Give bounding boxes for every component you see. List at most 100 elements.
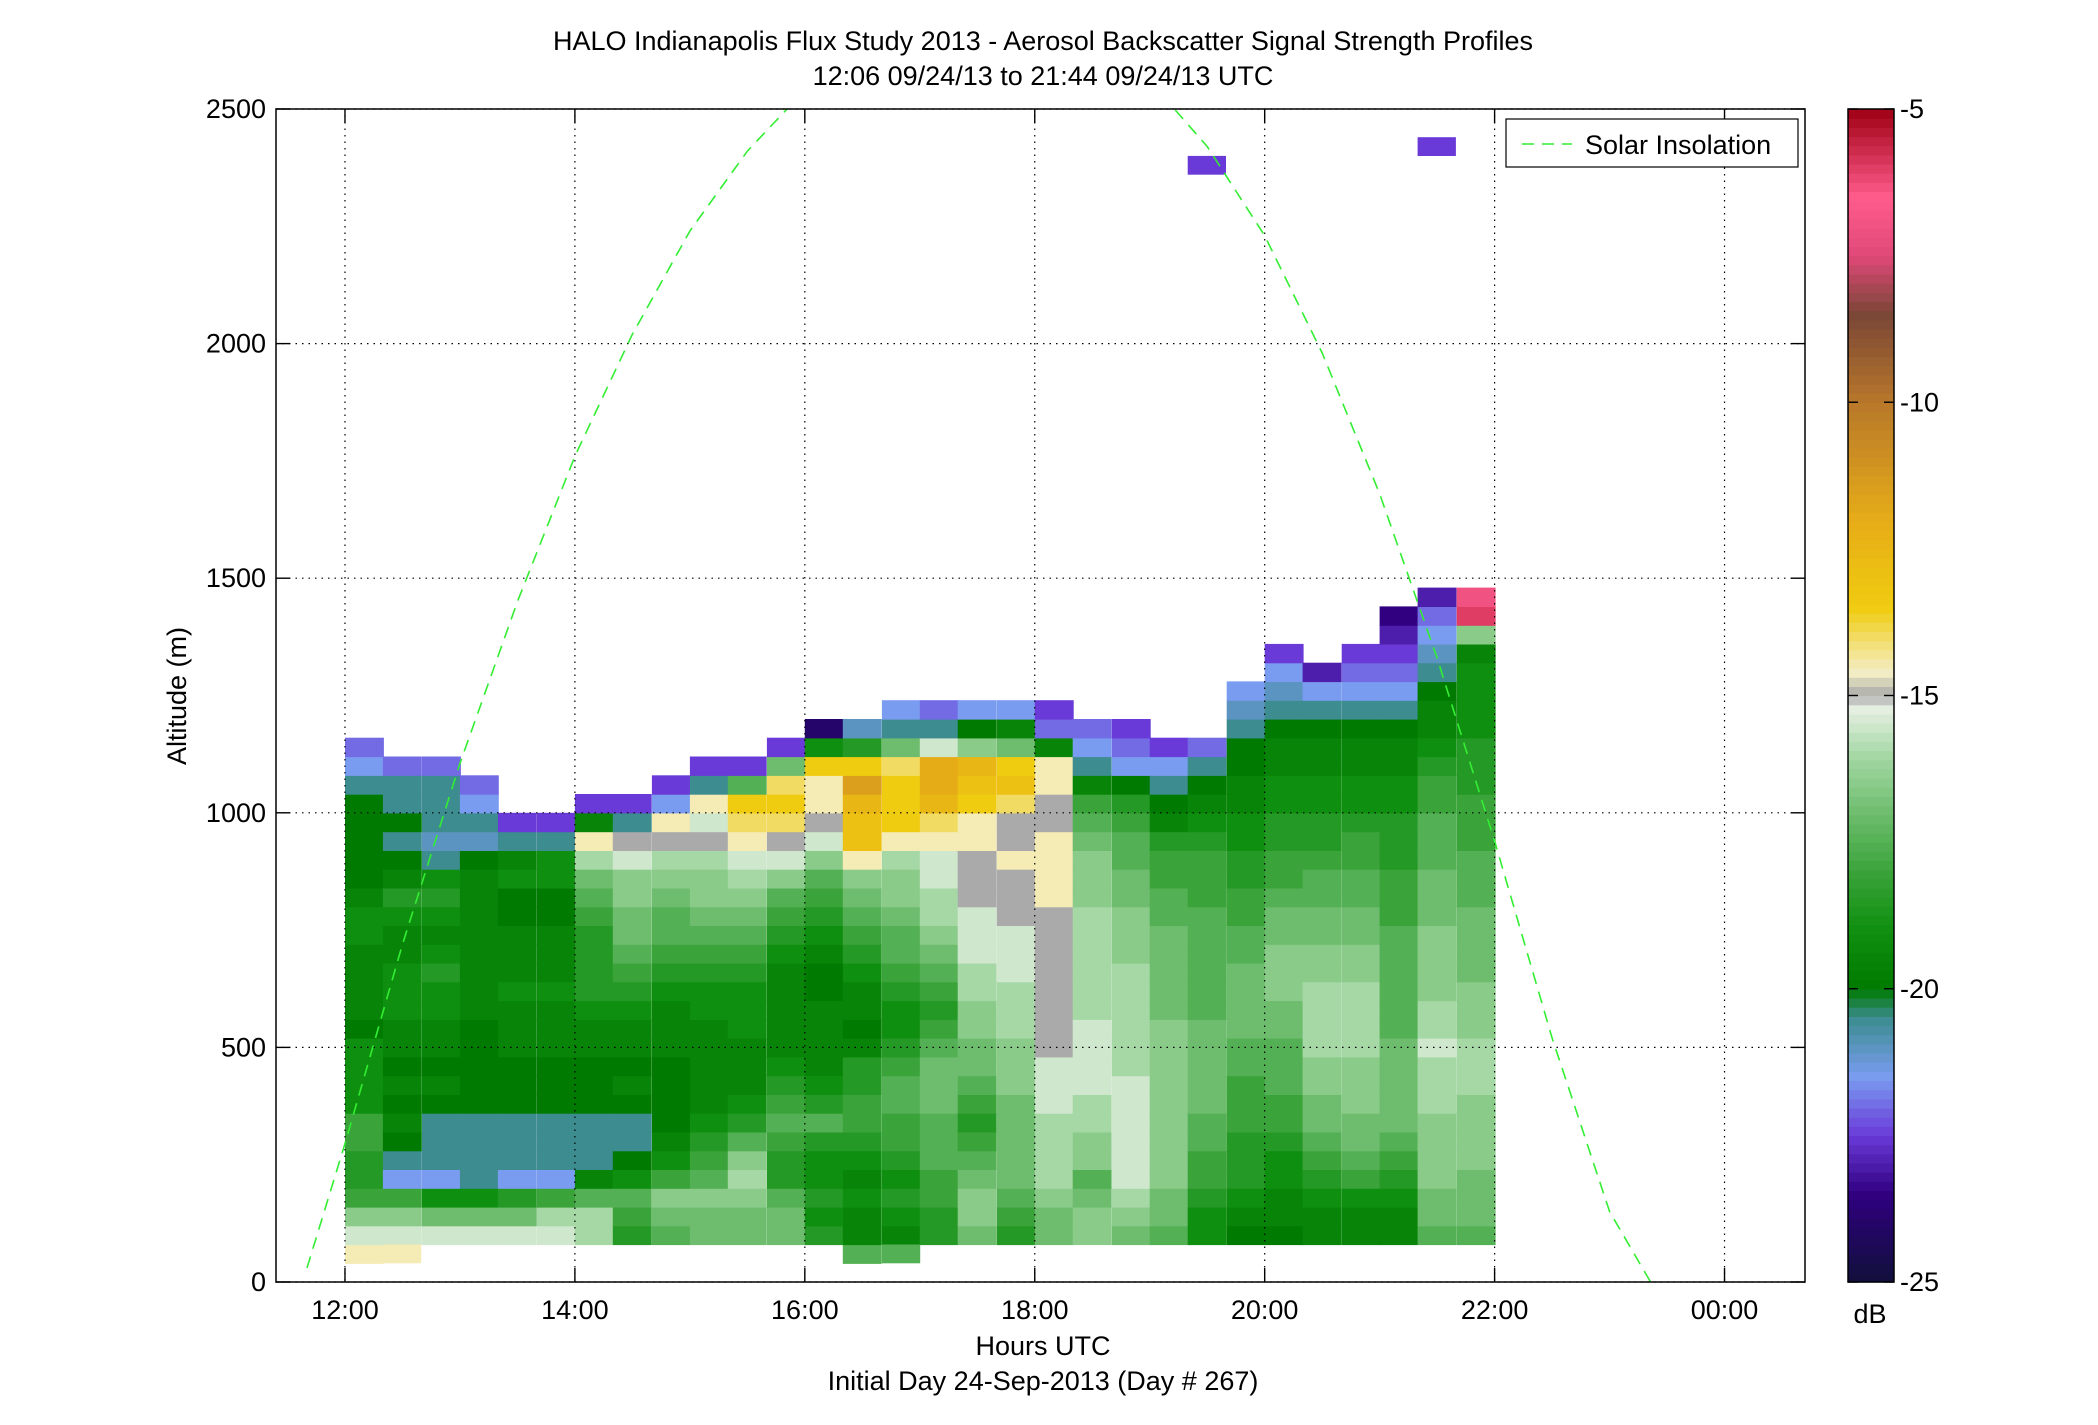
heatmap-cell bbox=[1417, 662, 1457, 683]
heatmap-cell bbox=[574, 1000, 614, 1020]
heatmap-cell bbox=[1417, 775, 1457, 795]
colorbar-segment bbox=[1848, 796, 1894, 807]
heatmap-cell bbox=[727, 944, 767, 964]
heatmap-cell bbox=[574, 1225, 614, 1246]
heatmap-cell bbox=[345, 962, 384, 983]
heatmap-cell bbox=[804, 925, 844, 945]
heatmap-cell bbox=[689, 756, 729, 776]
heatmap-cell bbox=[1226, 869, 1266, 889]
heatmap-cell bbox=[1072, 887, 1112, 908]
heatmap-cell bbox=[842, 1169, 882, 1189]
heatmap-cell bbox=[1226, 756, 1266, 776]
heatmap-cell bbox=[689, 925, 729, 945]
heatmap-cell bbox=[1187, 1131, 1227, 1152]
heatmap-cell bbox=[422, 1150, 461, 1170]
heatmap-cell bbox=[345, 981, 384, 1002]
heatmap-cell bbox=[689, 812, 729, 833]
heatmap-cell bbox=[1379, 1019, 1419, 1039]
heatmap-cell bbox=[1226, 1150, 1266, 1170]
heatmap-cell bbox=[1379, 1206, 1419, 1227]
heatmap-cell bbox=[497, 1169, 537, 1189]
heatmap-cell bbox=[727, 831, 767, 851]
colorbar-segment bbox=[1848, 539, 1894, 550]
heatmap-cell bbox=[459, 794, 499, 814]
heatmap-cell bbox=[1417, 906, 1457, 926]
heatmap-cell bbox=[727, 869, 767, 889]
heatmap-cell bbox=[881, 906, 921, 926]
heatmap-cell bbox=[1417, 981, 1457, 1002]
heatmap-cell bbox=[382, 1131, 422, 1152]
heatmap-cell bbox=[497, 850, 537, 870]
heatmap-cell bbox=[957, 925, 997, 945]
heatmap-cell bbox=[766, 1150, 806, 1170]
colorbar-segment bbox=[1848, 723, 1894, 733]
heatmap-cell bbox=[727, 925, 767, 945]
heatmap-cell bbox=[537, 981, 576, 1002]
heatmap-cell bbox=[422, 887, 461, 908]
colorbar-gradient bbox=[1848, 109, 1894, 1283]
heatmap-cell bbox=[996, 737, 1036, 758]
heatmap-cell bbox=[382, 887, 422, 908]
heatmap-cell bbox=[1226, 1056, 1266, 1077]
heatmap-cell bbox=[345, 1094, 384, 1114]
heatmap-cell bbox=[1379, 831, 1419, 851]
colorbar-segment bbox=[1848, 878, 1894, 889]
heatmap-cell bbox=[919, 906, 959, 926]
heatmap-cell bbox=[1302, 869, 1342, 889]
heatmap-cell bbox=[689, 1131, 729, 1152]
heatmap-cell bbox=[1341, 1188, 1381, 1208]
heatmap-cell bbox=[1226, 887, 1266, 908]
heatmap-cell bbox=[1226, 1113, 1266, 1133]
colorbar-segment bbox=[1848, 338, 1894, 348]
heatmap-cell bbox=[1149, 1019, 1189, 1039]
heatmap-cell bbox=[1072, 1056, 1112, 1077]
x-tick-label: 20:00 bbox=[1231, 1295, 1299, 1325]
colorbar-segment bbox=[1848, 585, 1894, 596]
heatmap-cell bbox=[804, 1113, 844, 1133]
heatmap-cell bbox=[689, 1206, 729, 1227]
heatmap-cell bbox=[497, 906, 537, 926]
heatmap-cell bbox=[727, 775, 767, 795]
heatmap-cell bbox=[996, 1038, 1036, 1058]
heatmap-cell bbox=[804, 737, 844, 758]
heatmap-cell bbox=[1034, 700, 1074, 720]
heatmap-cell bbox=[1149, 775, 1189, 795]
colorbar-segment bbox=[1848, 402, 1894, 413]
heatmap-cell bbox=[382, 850, 422, 870]
heatmap-cell bbox=[1341, 1113, 1381, 1133]
heatmap-cell bbox=[574, 850, 614, 870]
heatmap-cell bbox=[574, 794, 614, 814]
heatmap-cell bbox=[1187, 756, 1227, 776]
heatmap-cell bbox=[1187, 869, 1227, 889]
heatmap-cell bbox=[1417, 587, 1457, 607]
heatmap-cell bbox=[1111, 831, 1151, 851]
heatmap-cell bbox=[382, 906, 422, 926]
heatmap-cell bbox=[996, 756, 1036, 776]
heatmap-cell bbox=[1187, 1150, 1227, 1170]
heatmap-cell bbox=[1302, 1038, 1342, 1058]
heatmap-cell bbox=[651, 1150, 691, 1170]
heatmap-cell bbox=[422, 944, 461, 964]
heatmap-cell bbox=[804, 887, 844, 908]
heatmap-cell bbox=[459, 1038, 499, 1058]
heatmap-cell bbox=[574, 944, 614, 964]
heatmap-cell bbox=[651, 887, 691, 908]
heatmap-cell bbox=[957, 700, 997, 720]
colorbar-segment bbox=[1848, 411, 1894, 422]
heatmap-cell bbox=[537, 906, 576, 926]
heatmap-cell bbox=[1034, 1094, 1074, 1114]
heatmap-cell bbox=[537, 812, 576, 833]
heatmap-cell bbox=[1379, 1056, 1419, 1077]
heatmap-cell bbox=[1034, 1019, 1074, 1039]
heatmap-cell bbox=[1417, 1169, 1457, 1189]
heatmap-cell bbox=[1226, 981, 1266, 1002]
heatmap-cell bbox=[996, 906, 1036, 926]
heatmap-cell bbox=[345, 1075, 384, 1095]
colorbar-segment bbox=[1848, 1062, 1894, 1072]
heatmap-cell bbox=[1264, 1000, 1304, 1020]
heatmap-cell bbox=[612, 981, 652, 1002]
x-tick-label: 00:00 bbox=[1691, 1295, 1759, 1325]
heatmap-cell bbox=[881, 1019, 921, 1039]
heatmap-cell bbox=[459, 869, 499, 889]
heatmap-cell bbox=[345, 869, 384, 889]
